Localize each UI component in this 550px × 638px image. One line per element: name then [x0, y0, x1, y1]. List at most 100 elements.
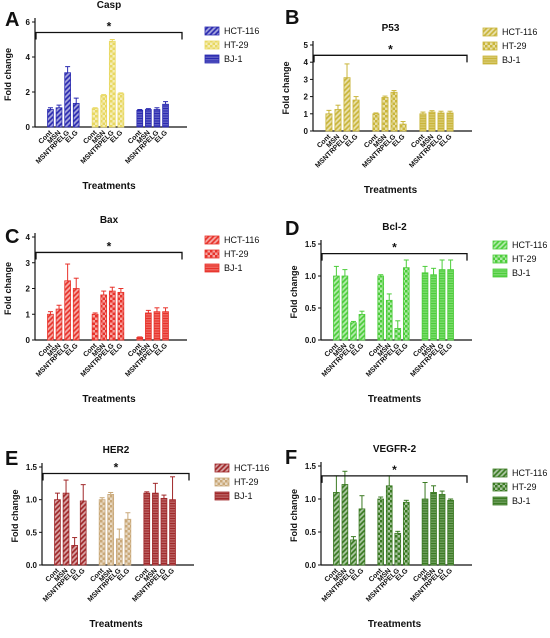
significance-bracket [42, 472, 190, 481]
bar [377, 498, 385, 566]
bar [162, 311, 169, 341]
bar [419, 113, 427, 132]
y-tick-label: 1.0 [305, 495, 317, 504]
bar [372, 113, 380, 132]
bar [394, 532, 402, 566]
bar [124, 518, 132, 566]
legend-swatch [492, 254, 508, 264]
bar [358, 508, 366, 566]
bar [64, 280, 71, 341]
bar [100, 294, 108, 341]
legend-swatch [214, 491, 230, 501]
bar [153, 311, 161, 341]
legend-label: HCT-116 [224, 235, 259, 245]
y-tick-label: 0.5 [305, 528, 317, 537]
bar [98, 499, 106, 566]
significance-star: * [392, 463, 397, 477]
bar [162, 103, 169, 128]
bar [325, 113, 333, 132]
bar [447, 499, 454, 566]
legend-label: BJ-1 [502, 55, 521, 65]
significance-bracket [321, 252, 468, 261]
bar [143, 492, 151, 566]
legend-swatch [492, 240, 508, 250]
x-axis-label: Treatments [82, 394, 136, 405]
y-tick-label: 4 [26, 233, 31, 242]
bar [71, 545, 78, 566]
legend-label: HT-29 [502, 41, 527, 51]
bar [430, 274, 437, 341]
legend-label: HCT-116 [512, 468, 547, 478]
legend-swatch [204, 235, 220, 245]
y-axis-label: Fold change [289, 265, 299, 318]
y-tick-label: 4 [304, 58, 309, 67]
bar [394, 328, 402, 341]
bar [136, 109, 144, 128]
y-tick-label: 0.0 [26, 561, 38, 570]
bar [385, 485, 393, 566]
legend-label: HT-29 [512, 254, 537, 264]
legend-label: HCT-116 [512, 240, 547, 250]
y-axis-label: Fold change [3, 262, 13, 315]
bar [152, 492, 159, 566]
y-tick-label: 1.0 [305, 272, 317, 281]
bar [64, 72, 71, 128]
bar [333, 491, 340, 566]
y-tick-label: 0.0 [305, 561, 317, 570]
y-tick-label: 2 [26, 285, 31, 294]
y-axis-label: Fold change [3, 48, 13, 101]
y-tick-label: 1.5 [26, 463, 38, 472]
bar [100, 95, 108, 128]
bar [358, 313, 366, 341]
legend-label: BJ-1 [224, 54, 243, 64]
bar [352, 99, 360, 132]
y-tick-label: 0 [26, 123, 31, 132]
bar [55, 308, 63, 341]
bar [341, 484, 349, 566]
legend-label: BJ-1 [234, 491, 253, 501]
legend-swatch [482, 41, 498, 51]
chart-title: Bax [100, 215, 119, 226]
bar [108, 290, 116, 341]
bar [55, 107, 63, 128]
legend-swatch [204, 40, 220, 50]
legend-swatch [482, 55, 498, 65]
legend-label: HCT-116 [502, 27, 537, 37]
legend-label: HCT-116 [224, 26, 259, 36]
x-axis-label: Treatments [364, 185, 418, 196]
legend-label: HT-29 [234, 477, 259, 487]
significance-star: * [107, 20, 112, 34]
y-tick-label: 1.5 [305, 462, 317, 471]
legend-swatch [492, 268, 508, 278]
panel-letter: E [5, 448, 18, 470]
significance-star: * [392, 241, 397, 255]
y-tick-label: 0 [26, 336, 31, 345]
y-tick-label: 0.5 [26, 528, 38, 537]
y-axis-label: Fold change [289, 489, 299, 542]
panel-letter: B [285, 7, 299, 29]
y-tick-label: 1 [304, 110, 309, 119]
significance-bracket [313, 54, 468, 63]
bar [72, 102, 80, 128]
bar [402, 267, 410, 341]
chart-title: VEGFR-2 [373, 444, 417, 455]
bar [421, 272, 429, 341]
legend-label: HT-29 [512, 482, 537, 492]
bar [438, 269, 446, 341]
bar [447, 269, 454, 341]
bar [350, 322, 357, 341]
x-axis-label: Treatments [368, 619, 422, 630]
bar [343, 77, 351, 132]
chart-title: Bcl-2 [382, 222, 407, 233]
bar [430, 491, 437, 566]
y-axis-label: Fold change [281, 61, 291, 114]
legend-swatch [204, 26, 220, 36]
bar [446, 112, 454, 132]
bar [117, 93, 125, 128]
bar [54, 499, 61, 566]
bar [438, 493, 446, 566]
